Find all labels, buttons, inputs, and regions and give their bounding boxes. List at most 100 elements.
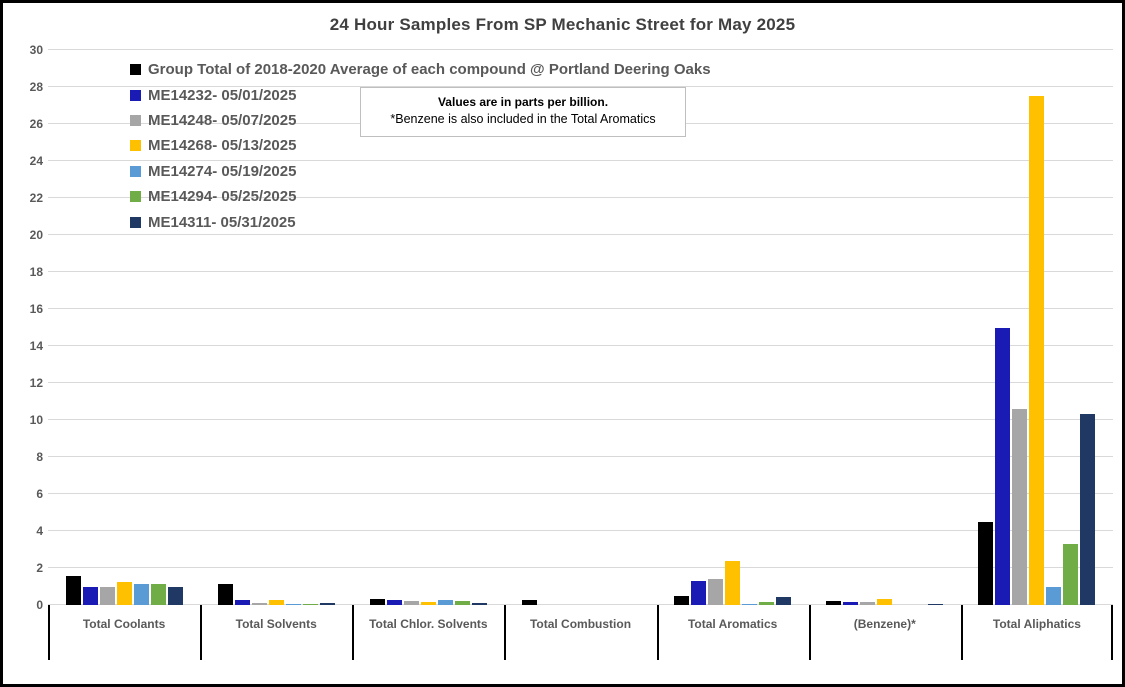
- bar: [386, 600, 402, 605]
- axis-separator: [352, 605, 355, 660]
- legend-item: ME14268- 05/13/2025: [130, 133, 711, 158]
- bar: [319, 602, 335, 605]
- axis-separator: [960, 605, 963, 660]
- plot-area: Group Total of 2018-2020 Average of each…: [48, 49, 1113, 660]
- gridline-28: [48, 86, 1113, 87]
- gridline-16: [48, 308, 1113, 309]
- bar: [1063, 543, 1079, 605]
- y-tick-label-28: 28: [29, 80, 43, 94]
- bar: [65, 576, 81, 605]
- y-tick-label-14: 14: [29, 339, 43, 353]
- legend: Group Total of 2018-2020 Average of each…: [130, 57, 711, 235]
- note-line-1: Values are in parts per billion.: [437, 95, 609, 109]
- category-label: Total Chlor. Solvents: [369, 617, 488, 631]
- legend-item: ME14311- 05/31/2025: [130, 209, 711, 234]
- bar: [369, 598, 385, 605]
- axis-separator: [656, 605, 659, 660]
- category-label: Total Aromatics: [687, 617, 778, 631]
- note-line-2: *Benzene is also included in the Total A…: [390, 112, 656, 126]
- gridline-22: [48, 197, 1113, 198]
- gridline-20: [48, 234, 1113, 235]
- bar: [167, 586, 183, 605]
- legend-label: ME14274- 05/19/2025: [148, 162, 297, 180]
- y-tick-label-22: 22: [29, 191, 43, 205]
- bar: [234, 600, 250, 605]
- gridline-4: [48, 530, 1113, 531]
- bar: [978, 521, 994, 605]
- y-tick-label-30: 30: [29, 43, 43, 57]
- note-box: Values are in parts per billion. *Benzen…: [360, 87, 686, 137]
- bar: [725, 560, 741, 605]
- y-tick-label-18: 18: [29, 265, 43, 279]
- category-label: (Benzene)*: [853, 617, 916, 631]
- legend-label: ME14311- 05/31/2025: [148, 213, 296, 231]
- y-tick-label-4: 4: [36, 524, 43, 538]
- chart-title: 24 Hour Samples From SP Mechanic Street …: [329, 15, 796, 34]
- bar: [1046, 586, 1062, 605]
- category-labels: Total Coolants Total Solvents Total Chlor.…: [48, 617, 1113, 643]
- legend-item: ME14232- 05/01/2025: [130, 82, 711, 107]
- y-tick-label-0: 0: [36, 598, 43, 612]
- gridline-24: [48, 160, 1113, 161]
- bar: [759, 602, 775, 605]
- gridline-12: [48, 382, 1113, 383]
- gridline-10: [48, 419, 1113, 420]
- legend-swatch-icon: [130, 64, 141, 76]
- gridline-8: [48, 456, 1113, 457]
- gridline-18: [48, 271, 1113, 272]
- y-tick-label-8: 8: [36, 450, 43, 464]
- legend-swatch-icon: [130, 140, 141, 152]
- legend-item: ME14274- 05/19/2025: [130, 159, 711, 184]
- bar: [403, 601, 419, 605]
- bar: [251, 602, 267, 605]
- legend-swatch-icon: [130, 89, 141, 101]
- category-label: Total Solvents: [235, 617, 317, 631]
- y-tick-label-24: 24: [29, 154, 43, 168]
- y-axis-labels: 0 2 4 6 8 10 12 14 16 18 20 22 24 26 28 30: [9, 43, 43, 612]
- bar: [776, 596, 792, 605]
- bar: [1029, 96, 1045, 605]
- bar: [708, 579, 724, 605]
- bar: [217, 583, 233, 605]
- gridline-2: [48, 567, 1113, 568]
- bar: [877, 599, 893, 605]
- category-label: Total Aliphatics: [992, 617, 1081, 631]
- legend-item: Group Total of 2018-2020 Average of each…: [130, 57, 711, 82]
- category-label: Total Combustion: [529, 617, 632, 631]
- category-label: Total Coolants: [82, 617, 166, 631]
- legend-label: ME14232- 05/01/2025: [148, 86, 297, 104]
- legend-label: ME14268- 05/13/2025: [148, 137, 297, 155]
- bar: [742, 604, 758, 605]
- axis-separator: [808, 605, 811, 660]
- bar: [99, 586, 115, 605]
- gridline-6: [48, 493, 1113, 494]
- bar: [843, 601, 859, 605]
- bar: [674, 595, 690, 605]
- legend-label: ME14294- 05/25/2025: [148, 188, 297, 206]
- y-tick-label-20: 20: [29, 228, 43, 242]
- legend-swatch-icon: [130, 165, 141, 177]
- gridline-30: [48, 49, 1113, 50]
- y-tick-label-2: 2: [36, 561, 43, 575]
- axis-separator: [1111, 605, 1113, 660]
- axis-separator: [48, 605, 50, 660]
- bar: [150, 583, 166, 605]
- bar: [302, 603, 318, 605]
- axis-separator: [200, 605, 203, 660]
- y-tick-label-12: 12: [29, 376, 43, 390]
- legend-item: ME14248- 05/07/2025: [130, 108, 711, 133]
- bar: [522, 600, 537, 605]
- bar: [826, 601, 842, 605]
- y-tick-label-6: 6: [36, 487, 43, 501]
- legend-swatch-icon: [130, 191, 141, 203]
- y-tick-label-26: 26: [29, 117, 43, 131]
- y-tick-label-16: 16: [29, 302, 43, 316]
- legend-swatch-icon: [130, 216, 141, 228]
- bar: [285, 604, 301, 605]
- bar: [1080, 414, 1096, 605]
- bar: [860, 602, 876, 605]
- bar: [691, 580, 707, 605]
- axis-separator: [504, 605, 507, 660]
- gridline-14: [48, 345, 1113, 346]
- bar: [116, 581, 132, 605]
